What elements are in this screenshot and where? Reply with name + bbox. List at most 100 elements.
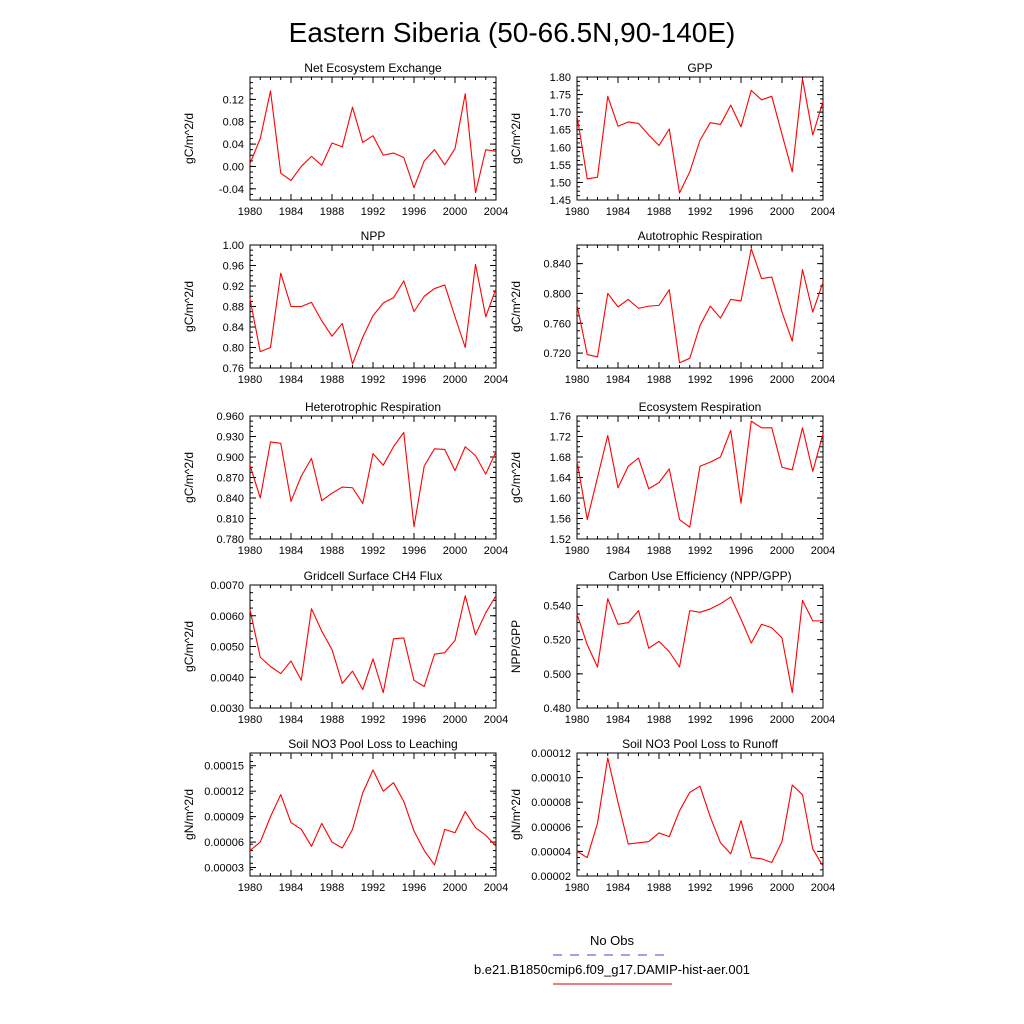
y-tick-label: 0.76 (223, 363, 244, 375)
y-tick-label: 0.80 (223, 343, 244, 355)
x-tick-label: 1992 (361, 714, 385, 726)
x-tick-label: 1992 (361, 374, 385, 386)
y-tick-label: 0.870 (216, 473, 244, 485)
y-tick-label: 0.720 (543, 348, 571, 360)
y-axis-label: gN/m^2/d (509, 789, 523, 840)
y-tick-label: 0.00009 (204, 812, 244, 824)
x-tick-label: 1992 (361, 882, 385, 894)
x-tick-label: 1992 (688, 714, 712, 726)
legend: No Obs b.e21.B1850cmip6.f09_g17.DAMIP-hi… (474, 933, 750, 985)
y-tick-label: 0.88 (223, 302, 244, 314)
y-tick-label: 0.500 (543, 669, 571, 681)
x-tick-label: 1996 (402, 882, 426, 894)
y-tick-label: 1.70 (550, 107, 571, 119)
series-line (249, 263, 497, 365)
x-tick-label: 1984 (279, 545, 303, 557)
series-line (249, 595, 497, 694)
x-tick-label: 1988 (320, 206, 344, 218)
y-tick-label: 0.00002 (531, 871, 571, 883)
y-tick-label: 1.65 (550, 125, 571, 137)
y-tick-label: 0.0070 (210, 580, 244, 592)
x-tick-label: 2004 (811, 545, 835, 557)
panel-title: Soil NO3 Pool Loss to Leaching (288, 737, 457, 751)
x-tick-label: 2004 (811, 374, 835, 386)
y-axis-label: gC/m^2/d (509, 113, 523, 164)
plot-frame (576, 584, 824, 709)
panel-title: Heterotrophic Respiration (305, 400, 441, 414)
chart-panel: Ecosystem Respiration gC/m^2/d 1980 1984 198… (509, 400, 835, 557)
y-tick-label: 0.780 (216, 534, 244, 546)
y-tick-label: 0.00004 (531, 846, 571, 858)
y-tick-label: 0.00010 (531, 773, 571, 785)
y-tick-label: 0.930 (216, 432, 244, 444)
x-tick-label: 1996 (402, 374, 426, 386)
y-tick-label: 0.760 (543, 318, 571, 330)
x-tick-label: 1980 (565, 882, 589, 894)
x-tick-label: 1988 (647, 374, 671, 386)
y-tick-label: 1.50 (550, 177, 571, 189)
legend-label-obs: No Obs (590, 933, 635, 948)
panel-title: Soil NO3 Pool Loss to Runoff (622, 737, 779, 751)
y-tick-label: 1.45 (550, 195, 571, 207)
y-tick-label: 0.92 (223, 281, 244, 293)
panel-grid: Net Ecosystem Exchange gC/m^2/d 1980 1984 19… (182, 61, 835, 894)
y-tick-label: 0.00012 (204, 786, 244, 798)
series-line (576, 248, 824, 364)
x-tick-label: 1984 (279, 206, 303, 218)
y-axis-label: gN/m^2/d (182, 789, 196, 840)
panel-title: NPP (361, 229, 386, 243)
x-tick-label: 1980 (238, 882, 262, 894)
x-tick-label: 2000 (770, 714, 794, 726)
series-line (249, 431, 497, 528)
x-tick-label: 2004 (484, 714, 508, 726)
y-tick-label: 0.900 (216, 452, 244, 464)
figure-title: Eastern Siberia (50-66.5N,90-140E) (289, 17, 736, 48)
x-tick-label: 1992 (688, 206, 712, 218)
y-axis-label: gC/m^2/d (509, 281, 523, 332)
y-tick-label: 0.0050 (210, 642, 244, 654)
y-tick-label: 0.04 (223, 139, 244, 151)
y-tick-label: 1.55 (550, 160, 571, 172)
panel-title: GPP (687, 61, 712, 75)
x-tick-label: 2004 (484, 545, 508, 557)
y-axis-label: gC/m^2/d (509, 452, 523, 503)
y-tick-label: 0.12 (223, 94, 244, 106)
chart-panel: Gridcell Surface CH4 Flux gC/m^2/d 1980 198… (182, 569, 508, 726)
x-tick-label: 1992 (688, 882, 712, 894)
x-tick-label: 2000 (770, 882, 794, 894)
y-tick-label: 0.96 (223, 261, 244, 273)
x-tick-label: 1992 (688, 374, 712, 386)
y-tick-label: 0.00 (223, 161, 244, 173)
y-tick-label: 0.0030 (210, 703, 244, 715)
x-tick-label: 1988 (647, 882, 671, 894)
y-tick-label: 1.60 (550, 493, 571, 505)
y-tick-label: 0.960 (216, 411, 244, 423)
y-tick-label: 0.00006 (204, 837, 244, 849)
x-tick-label: 1996 (729, 714, 753, 726)
y-tick-label: 1.64 (550, 473, 571, 485)
y-tick-label: 0.480 (543, 703, 571, 715)
y-tick-label: 1.00 (223, 240, 244, 252)
y-tick-label: 1.68 (550, 452, 571, 464)
x-tick-label: 1980 (565, 545, 589, 557)
y-tick-label: 0.810 (216, 514, 244, 526)
panel-title: Carbon Use Efficiency (NPP/GPP) (608, 569, 791, 583)
x-tick-label: 1984 (606, 206, 630, 218)
series-line (576, 420, 824, 528)
x-tick-label: 2000 (443, 714, 467, 726)
x-tick-label: 1984 (606, 882, 630, 894)
y-tick-label: 1.52 (550, 534, 571, 546)
y-axis-label: gC/m^2/d (182, 281, 196, 332)
y-tick-label: 0.0040 (210, 672, 244, 684)
y-axis-label: gC/m^2/d (182, 113, 196, 164)
plot-frame (576, 415, 824, 540)
plot-frame (576, 76, 824, 201)
x-tick-label: 2004 (484, 882, 508, 894)
series-line (249, 769, 497, 866)
x-tick-label: 2000 (443, 374, 467, 386)
x-tick-label: 1980 (565, 714, 589, 726)
x-tick-label: 1988 (647, 714, 671, 726)
x-tick-label: 1996 (729, 374, 753, 386)
x-tick-label: 1984 (279, 374, 303, 386)
